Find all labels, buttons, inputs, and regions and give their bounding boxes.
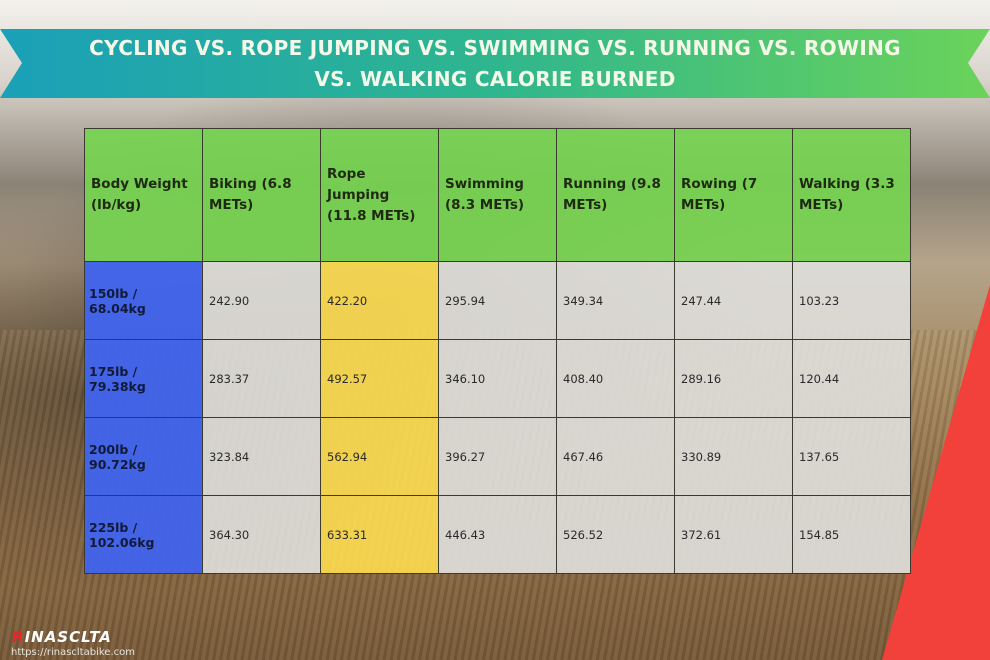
- weight-cell: 175lb / 79.38kg: [84, 339, 203, 418]
- header-body-weight: Body Weight (lb/kg): [84, 128, 203, 262]
- header-running: Running (9.8 METs): [556, 128, 675, 262]
- running-cell: 467.46: [556, 417, 675, 496]
- table-row: 150lb / 68.04kg 242.90 422.20 295.94 349…: [84, 261, 911, 340]
- swimming-cell: 295.94: [438, 261, 557, 340]
- rope-jumping-cell: 422.20: [320, 261, 439, 340]
- header-walking: Walking (3.3 METs): [792, 128, 911, 262]
- weight-cell: 200lb / 90.72kg: [84, 417, 203, 496]
- rowing-cell: 289.16: [674, 339, 793, 418]
- rope-jumping-cell: 492.57: [320, 339, 439, 418]
- running-cell: 526.52: [556, 495, 675, 574]
- brand-url: https://rinascltabike.com: [11, 647, 135, 658]
- walking-cell: 103.23: [792, 261, 911, 340]
- rope-jumping-cell: 633.31: [320, 495, 439, 574]
- chart-title: CYCLING VS. ROPE JUMPING VS. SWIMMING VS…: [89, 36, 901, 91]
- weight-cell: 225lb / 102.06kg: [84, 495, 203, 574]
- swimming-cell: 346.10: [438, 339, 557, 418]
- biking-cell: 283.37: [202, 339, 321, 418]
- running-cell: 349.34: [556, 261, 675, 340]
- rowing-cell: 247.44: [674, 261, 793, 340]
- table-row: 225lb / 102.06kg 364.30 633.31 446.43 52…: [84, 495, 911, 574]
- rope-jumping-cell: 562.94: [320, 417, 439, 496]
- running-cell: 408.40: [556, 339, 675, 418]
- walking-cell: 120.44: [792, 339, 911, 418]
- calorie-table: Body Weight (lb/kg) Biking (6.8 METs) Ro…: [84, 128, 911, 574]
- walking-cell: 137.65: [792, 417, 911, 496]
- title-banner: CYCLING VS. ROPE JUMPING VS. SWIMMING VS…: [0, 29, 990, 98]
- table-row: 175lb / 79.38kg 283.37 492.57 346.10 408…: [84, 339, 911, 418]
- brand-logo: RINASCLTA: [12, 628, 112, 646]
- biking-cell: 364.30: [202, 495, 321, 574]
- swimming-cell: 446.43: [438, 495, 557, 574]
- header-swimming: Swimming (8.3 METs): [438, 128, 557, 262]
- rowing-cell: 372.61: [674, 495, 793, 574]
- header-biking: Biking (6.8 METs): [202, 128, 321, 262]
- rowing-cell: 330.89: [674, 417, 793, 496]
- weight-cell: 150lb / 68.04kg: [84, 261, 203, 340]
- table-row: 200lb / 90.72kg 323.84 562.94 396.27 467…: [84, 417, 911, 496]
- walking-cell: 154.85: [792, 495, 911, 574]
- biking-cell: 323.84: [202, 417, 321, 496]
- logo-text: INASCLTA: [24, 628, 112, 646]
- swimming-cell: 396.27: [438, 417, 557, 496]
- header-rowing: Rowing (7 METs): [674, 128, 793, 262]
- biking-cell: 242.90: [202, 261, 321, 340]
- logo-initial: R: [12, 628, 25, 646]
- header-rope-jumping: Rope Jumping (11.8 METs): [320, 128, 439, 262]
- header-row: Body Weight (lb/kg) Biking (6.8 METs) Ro…: [84, 128, 911, 262]
